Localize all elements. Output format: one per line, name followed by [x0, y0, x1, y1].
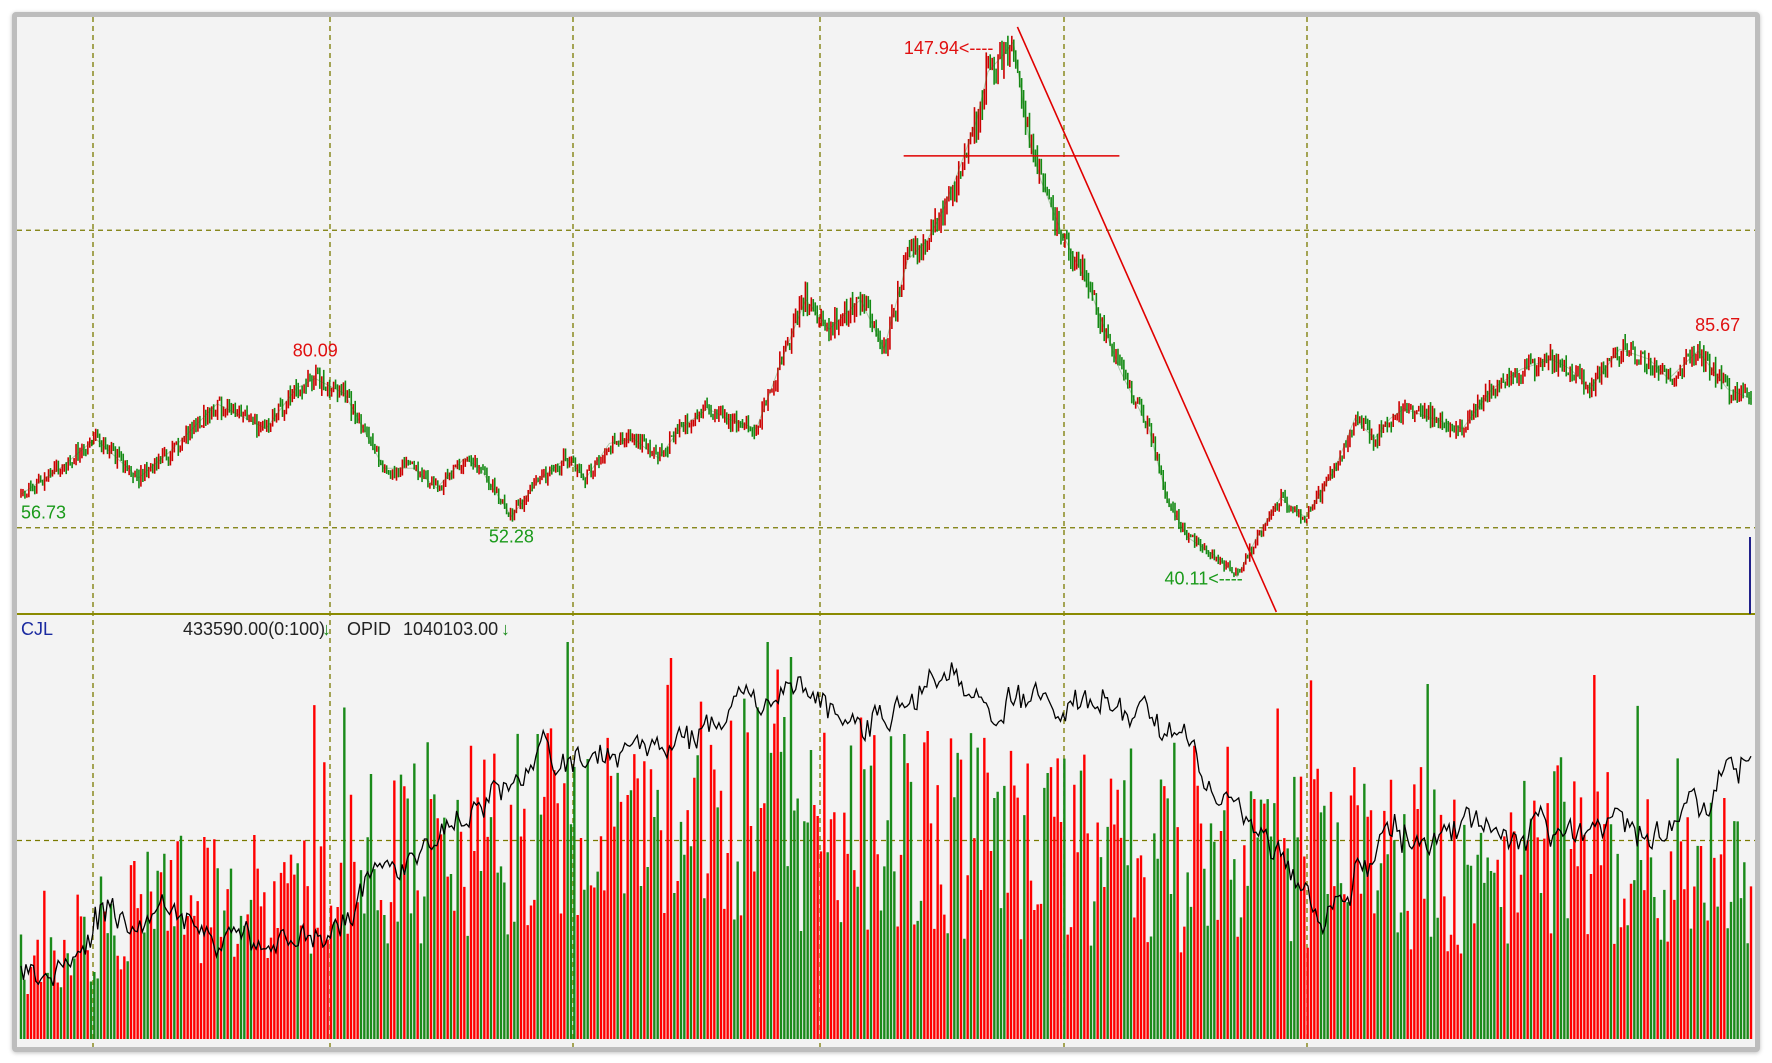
- price-label-low: 56.73: [21, 502, 66, 522]
- grid: [17, 17, 1755, 1047]
- opid-value: 1040103.00: [403, 619, 498, 639]
- volume-bars: [19, 642, 1753, 1039]
- chart-canvas: 56.73 80.09 52.28 147.94<---- 40.11<---- 85.6…: [17, 17, 1755, 1047]
- opid-series-line: [20, 662, 1752, 986]
- price-label-high: 147.94<----: [904, 38, 994, 58]
- price-label-low: 40.11<----: [1165, 569, 1243, 589]
- trendline: [1016, 26, 1278, 613]
- chart-window: 56.73 80.09 52.28 147.94<---- 40.11<---- 85.6…: [12, 12, 1760, 1052]
- price-label-high: 85.67: [1695, 315, 1740, 335]
- volume-value: 433590.00(0:100): [183, 619, 325, 639]
- price-series: [20, 35, 1752, 578]
- opid-line: [20, 662, 1752, 986]
- price-labels: 56.73 80.09 52.28 147.94<---- 40.11<---- 85.6…: [21, 38, 1740, 589]
- indicator-name: CJL: [21, 619, 53, 639]
- price-line: [20, 40, 1752, 578]
- price-label-low: 52.28: [489, 526, 534, 546]
- volume-arrow: ↓: [322, 619, 331, 639]
- price-label-high: 80.09: [293, 341, 338, 361]
- opid-name: OPID: [347, 619, 391, 639]
- annotations: [903, 26, 1278, 613]
- opid-arrow: ↓: [501, 619, 510, 639]
